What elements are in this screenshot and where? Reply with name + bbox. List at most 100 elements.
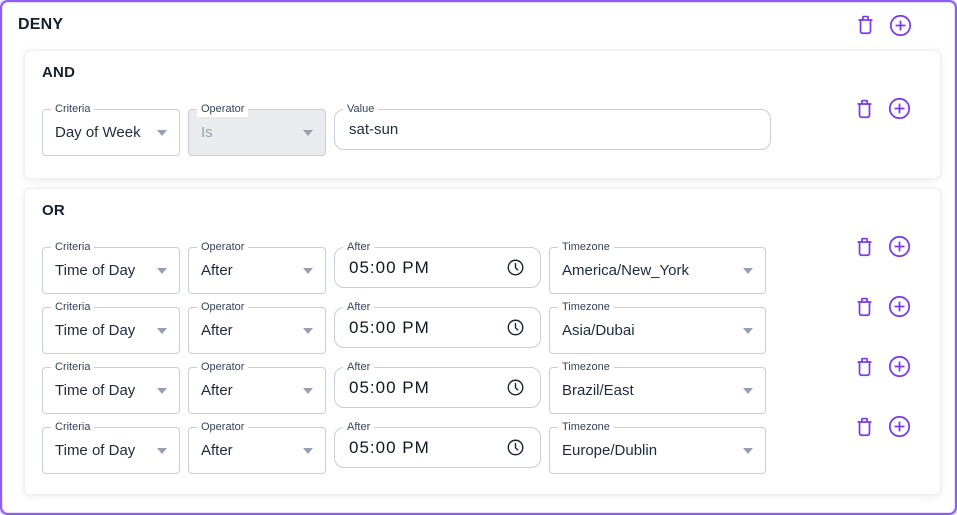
or-row-delete-button[interactable]: [852, 414, 877, 439]
and-row-delete-button[interactable]: [852, 96, 877, 121]
operator-select[interactable]: Operator After: [188, 360, 326, 414]
and-condition-row: Criteria Day of Week Operator Is Value s…: [42, 97, 912, 156]
clock-icon[interactable]: [505, 377, 526, 398]
after-time-value: 05:00 PM: [349, 437, 430, 457]
timezone-label: Timezone: [558, 420, 614, 435]
or-group-label: OR: [42, 202, 65, 219]
criteria-label: Criteria: [51, 300, 95, 315]
trash-icon: [854, 13, 877, 37]
operator-label: Operator: [197, 300, 249, 315]
clock-icon[interactable]: [505, 257, 526, 278]
caret-down-icon: [157, 267, 167, 274]
criteria-select[interactable]: Criteria Time of Day: [42, 240, 180, 294]
operator-select[interactable]: Operator After: [188, 420, 326, 474]
operator-label: Operator: [197, 420, 249, 435]
timezone-select[interactable]: Timezone Brazil/East: [549, 360, 766, 414]
or-row-actions: [852, 294, 912, 319]
criteria-value: Time of Day: [55, 322, 136, 339]
or-row-delete-button[interactable]: [852, 234, 877, 259]
criteria-value: Day of Week: [55, 124, 141, 141]
operator-value: Is: [201, 124, 213, 141]
or-rows-container: Criteria Time of Day Operator After Afte…: [42, 235, 912, 474]
or-row-actions: [852, 234, 912, 259]
plus-circle-icon: [887, 234, 912, 259]
or-row-actions: [852, 354, 912, 379]
operator-select[interactable]: Operator After: [188, 240, 326, 294]
or-row-actions: [852, 414, 912, 439]
or-row-delete-button[interactable]: [852, 354, 877, 379]
deny-delete-button[interactable]: [853, 13, 878, 38]
after-label: After: [343, 360, 375, 375]
or-condition-row: Criteria Time of Day Operator After Afte…: [42, 415, 912, 474]
or-row-add-button[interactable]: [887, 414, 912, 439]
criteria-value: Time of Day: [55, 262, 136, 279]
timezone-label: Timezone: [558, 360, 614, 375]
caret-down-icon: [303, 267, 313, 274]
clock-icon[interactable]: [505, 317, 526, 338]
timezone-value: America/New_York: [562, 262, 689, 279]
trash-icon: [853, 97, 876, 121]
criteria-label: Criteria: [51, 420, 95, 435]
timezone-label: Timezone: [558, 240, 614, 255]
caret-down-icon: [743, 387, 753, 394]
caret-down-icon: [743, 447, 753, 454]
caret-down-icon: [157, 387, 167, 394]
caret-down-icon: [157, 327, 167, 334]
criteria-label: Criteria: [51, 240, 95, 255]
after-time-input[interactable]: After 05:00 PM: [334, 300, 541, 348]
plus-circle-icon: [888, 13, 913, 38]
after-time-input[interactable]: After 05:00 PM: [334, 240, 541, 288]
timezone-value: Europe/Dublin: [562, 442, 658, 459]
value-label: Value: [343, 102, 379, 117]
timezone-label: Timezone: [558, 300, 614, 315]
or-row-add-button[interactable]: [887, 234, 912, 259]
and-row-actions: [852, 96, 912, 121]
after-label: After: [343, 300, 375, 315]
and-row-add-button[interactable]: [887, 96, 912, 121]
operator-select-disabled: Operator Is: [188, 102, 326, 156]
panel-actions: [853, 13, 913, 38]
timezone-select[interactable]: Timezone Asia/Dubai: [549, 300, 766, 354]
deny-add-button[interactable]: [888, 13, 913, 38]
after-time-value: 05:00 PM: [349, 317, 430, 337]
or-row-add-button[interactable]: [887, 354, 912, 379]
plus-circle-icon: [887, 354, 912, 379]
clock-icon[interactable]: [505, 437, 526, 458]
criteria-select[interactable]: Criteria Day of Week: [42, 102, 180, 156]
trash-icon: [853, 415, 876, 439]
caret-down-icon: [303, 327, 313, 334]
operator-value: After: [201, 442, 233, 459]
caret-down-icon: [303, 447, 313, 454]
caret-down-icon: [303, 129, 313, 136]
criteria-select[interactable]: Criteria Time of Day: [42, 420, 180, 474]
criteria-label: Criteria: [51, 102, 95, 117]
after-time-value: 05:00 PM: [349, 257, 430, 277]
value-text: sat-sun: [349, 121, 399, 138]
and-group-card: AND Criteria Day of Week Operator Is Val…: [24, 50, 941, 179]
or-condition-row: Criteria Time of Day Operator After Afte…: [42, 355, 912, 414]
criteria-select[interactable]: Criteria Time of Day: [42, 360, 180, 414]
operator-label: Operator: [197, 240, 249, 255]
plus-circle-icon: [887, 414, 912, 439]
or-row-delete-button[interactable]: [852, 294, 877, 319]
criteria-value: Time of Day: [55, 442, 136, 459]
timezone-select[interactable]: Timezone America/New_York: [549, 240, 766, 294]
criteria-select[interactable]: Criteria Time of Day: [42, 300, 180, 354]
after-time-input[interactable]: After 05:00 PM: [334, 420, 541, 468]
or-row-add-button[interactable]: [887, 294, 912, 319]
after-time-input[interactable]: After 05:00 PM: [334, 360, 541, 408]
timezone-select[interactable]: Timezone Europe/Dublin: [549, 420, 766, 474]
caret-down-icon: [743, 327, 753, 334]
value-input[interactable]: Value sat-sun: [334, 102, 771, 150]
plus-circle-icon: [887, 96, 912, 121]
or-condition-row: Criteria Time of Day Operator After Afte…: [42, 235, 912, 294]
operator-select[interactable]: Operator After: [188, 300, 326, 354]
operator-value: After: [201, 262, 233, 279]
operator-label: Operator: [197, 360, 249, 375]
trash-icon: [853, 295, 876, 319]
and-group-label: AND: [42, 64, 76, 81]
criteria-label: Criteria: [51, 360, 95, 375]
after-time-value: 05:00 PM: [349, 377, 430, 397]
operator-value: After: [201, 322, 233, 339]
